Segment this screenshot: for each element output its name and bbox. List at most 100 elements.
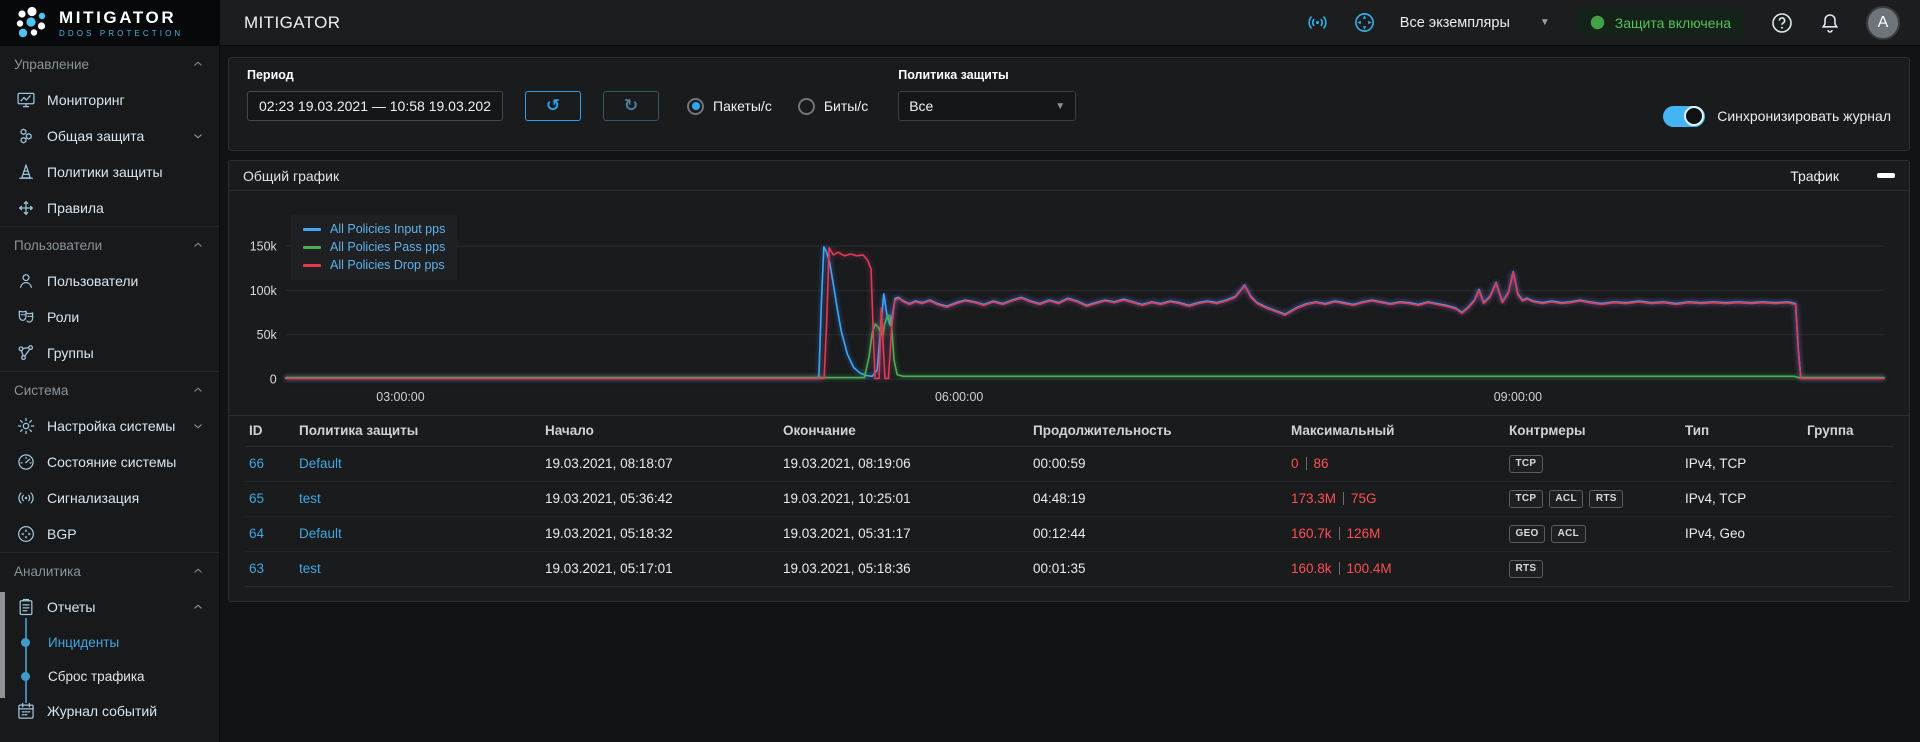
protection-status-badge[interactable]: Защита включена (1573, 8, 1746, 37)
incidents-table: ID Политика защиты Начало Окончание Продолжи… (245, 416, 1893, 587)
cell-countermeasures: TCP (1505, 446, 1681, 482)
rules-icon (16, 198, 36, 218)
series-1-line (284, 246, 1885, 379)
sidebar-item-traffic-drop[interactable]: Сброс трафика (0, 659, 219, 693)
sidebar-item-label: Группы (47, 345, 94, 361)
sidebar-footer: Журнал событий (0, 693, 219, 729)
svg-text:06:00:00: 06:00:00 (935, 390, 983, 404)
sidebar-item-monitoring[interactable]: Мониторинг (0, 82, 219, 118)
sidebar-item-roles[interactable]: Роли (0, 299, 219, 335)
report-icon (16, 597, 36, 617)
policy-link[interactable]: Default (299, 526, 342, 541)
sidebar-item-event-log[interactable]: Журнал событий (0, 693, 219, 729)
legend-item[interactable]: All Policies Input pps (303, 222, 445, 236)
undo-button[interactable]: ↺ (525, 91, 581, 121)
sidebar-item-label: Сброс трафика (48, 668, 145, 684)
cone-icon (16, 162, 36, 182)
cell-group (1803, 481, 1893, 517)
sidebar-item-users[interactable]: Пользователи (0, 263, 219, 299)
policy-link[interactable]: test (299, 561, 321, 576)
chevron-up-icon (191, 600, 205, 614)
cell-type (1681, 551, 1803, 587)
incident-id-link[interactable]: 63 (249, 561, 265, 576)
subitem-bullet-icon (21, 671, 30, 681)
instance-selector-value: Все экземпляры (1399, 14, 1510, 31)
sidebar-item-system-settings[interactable]: Настройка системы (0, 408, 219, 444)
col-header: Начало (541, 416, 779, 447)
chart-legend: All Policies Input pps All Policies Pass … (291, 215, 458, 280)
sidebar-scrollbar[interactable] (0, 592, 5, 698)
period-input[interactable] (247, 91, 503, 121)
gauge-icon (16, 452, 36, 472)
avatar[interactable]: A (1866, 5, 1900, 40)
traffic-chart[interactable]: All Policies Input pps All Policies Pass … (229, 191, 1909, 415)
sidebar-section-users-section[interactable]: Пользователи (0, 227, 219, 263)
legend-swatch-icon (303, 245, 321, 249)
cell-countermeasures: GEO ACL (1505, 516, 1681, 552)
value-separator (1338, 527, 1340, 540)
instance-selector[interactable]: Все экземпляры ▼ (1400, 15, 1550, 31)
filter-panel: Период ↺ ↻ Пакеты/с Биты/с (228, 57, 1910, 151)
radio-packets[interactable]: Пакеты/с (687, 97, 772, 115)
cell-end: 19.03.2021, 05:18:36 (779, 551, 1029, 587)
radio-bits[interactable]: Биты/с (797, 97, 868, 115)
col-header: Продолжительность (1029, 416, 1287, 447)
countermeasure-tag: RTS (1589, 489, 1624, 508)
sidebar-item-system-status[interactable]: Состояние системы (0, 444, 219, 480)
sidebar-item-bgp[interactable]: BGP (0, 516, 219, 552)
incident-id-link[interactable]: 65 (249, 491, 265, 506)
cell-end: 19.03.2021, 08:19:06 (779, 446, 1029, 482)
incident-id-link[interactable]: 66 (249, 456, 265, 471)
legend-item[interactable]: All Policies Pass pps (303, 240, 445, 254)
value-separator (1343, 492, 1345, 505)
sidebar-item-reports[interactable]: Отчеты (0, 589, 219, 625)
sidebar-item-rules[interactable]: Правила (0, 190, 219, 226)
sidebar-item-alarms[interactable]: Сигнализация (0, 480, 219, 516)
sidebar-item-label: Инциденты (48, 634, 120, 650)
col-header: Контрмеры (1505, 416, 1681, 447)
logo[interactable]: MITIGATOR DDOS PROTECTION (0, 0, 219, 46)
broadcast-icon[interactable] (1306, 11, 1329, 34)
sidebar-item-protection-policies[interactable]: Политики защиты (0, 154, 219, 190)
legend-item[interactable]: All Policies Drop pps (303, 258, 445, 272)
brand-name: MITIGATOR (59, 7, 177, 27)
sidebar-item-groups[interactable]: Группы (0, 335, 219, 371)
bell-icon[interactable] (1818, 11, 1842, 35)
sidebar-section-management[interactable]: Управление (0, 46, 219, 82)
cell-max: 160.7k 126M (1287, 516, 1505, 552)
incident-id-link[interactable]: 64 (249, 526, 265, 541)
sidebar-section-analytics[interactable]: Аналитика (0, 553, 219, 589)
user-icon (16, 271, 36, 291)
table-row: 64 Default 19.03.2021, 05:18:32 19.03.2021,… (245, 516, 1893, 552)
sidebar-item-incidents[interactable]: Инциденты (0, 625, 219, 659)
page-title: MITIGATOR (244, 12, 341, 32)
svg-text:150k: 150k (250, 239, 278, 253)
collapse-icon[interactable] (1877, 173, 1895, 178)
policy-select-value: Все (909, 98, 934, 114)
cell-id: 63 (245, 551, 295, 587)
policy-link[interactable]: Default (299, 456, 342, 471)
chevron-up-icon (191, 57, 205, 71)
sidebar-section-system[interactable]: Система (0, 372, 219, 408)
table-row: 66 Default 19.03.2021, 08:18:07 19.03.2021,… (245, 446, 1893, 482)
groups-icon (16, 343, 36, 363)
sidebar-item-label: Настройка системы (47, 418, 176, 434)
check-circle-icon (1589, 14, 1606, 31)
sidebar-item-general-protection[interactable]: Общая защита (0, 118, 219, 154)
sync-journal-toggle[interactable] (1663, 105, 1706, 127)
chart-panel: Общий график Трафик All Policies Input p… (228, 160, 1910, 602)
cell-end: 19.03.2021, 10:25:01 (779, 481, 1029, 517)
bgp-icon (16, 524, 36, 544)
tab-traffic[interactable]: Трафик (1790, 167, 1839, 184)
help-icon[interactable] (1770, 11, 1794, 35)
compass-icon[interactable] (1353, 11, 1376, 34)
refresh-button[interactable]: ↻ (603, 91, 659, 121)
section-label: Пользователи (14, 237, 103, 253)
legend-swatch-icon (303, 263, 321, 267)
policy-link[interactable]: test (299, 491, 321, 506)
sidebar-item-label: Пользователи (47, 273, 139, 289)
policy-select[interactable]: Все ▼ (898, 91, 1077, 121)
radio-packets-control (687, 97, 704, 115)
sync-journal-label: Синхронизировать журнал (1717, 108, 1891, 124)
